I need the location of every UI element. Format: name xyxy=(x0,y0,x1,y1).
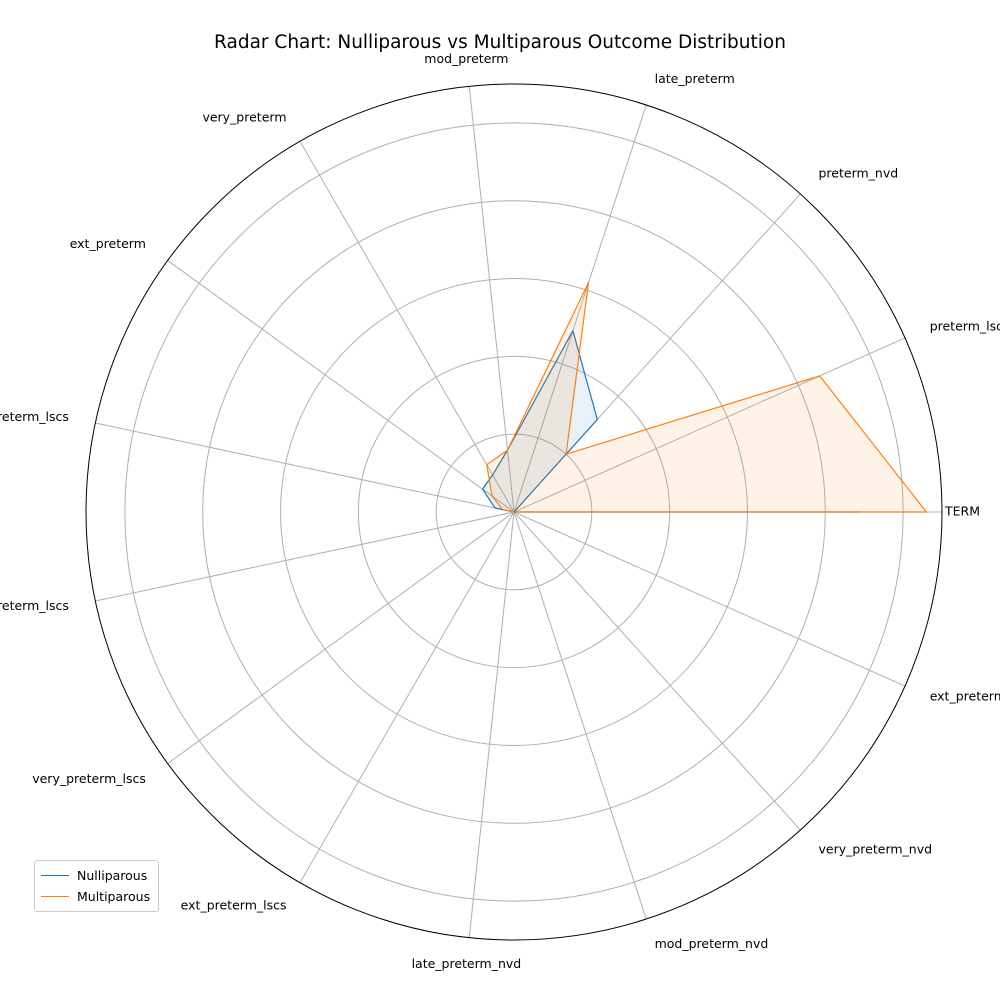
grid-layer xyxy=(85,83,943,941)
chart-title: Radar Chart: Nulliparous vs Multiparous … xyxy=(214,32,786,53)
legend-label-nulliparous: Nulliparous xyxy=(77,868,148,883)
spoke-ext_preterm_lscs xyxy=(299,511,515,883)
legend-swatch-nulliparous xyxy=(41,875,69,876)
legend: Nulliparous Multiparous xyxy=(34,860,160,912)
spoke-mod_preterm_nvd xyxy=(513,511,647,920)
legend-swatch-multiparous xyxy=(41,896,69,897)
legend-label-multiparous: Multiparous xyxy=(77,889,151,904)
spoke-very_preterm xyxy=(299,141,515,513)
legend-entry-nulliparous: Nulliparous xyxy=(41,865,150,886)
spoke-late_preterm_lscs xyxy=(95,422,515,513)
series-line-multiparous xyxy=(486,282,928,513)
spoke-mod_preterm_lscs xyxy=(95,511,515,602)
axis-label-mod_preterm_lscs: mod_preterm_lscs xyxy=(0,598,69,613)
spoke-ext_preterm xyxy=(167,260,515,513)
series-fill-nulliparous xyxy=(482,330,861,512)
axis-label-ext_preterm: ext_preterm xyxy=(70,236,146,251)
spoke-late_preterm_nvd xyxy=(468,511,515,938)
axis-label-mod_preterm: mod_preterm xyxy=(424,51,508,66)
axis-label-TERM: TERM xyxy=(944,504,980,519)
series-layer xyxy=(481,282,928,513)
axis-label-very_preterm_lscs: very_preterm_lscs xyxy=(32,771,146,786)
axis-label-preterm_nvd: preterm_nvd xyxy=(819,165,899,180)
axis-label-ext_preterm_lscs: ext_preterm_lscs xyxy=(181,898,287,913)
series-fill-multiparous xyxy=(486,282,927,512)
axis-label-late_preterm: late_preterm xyxy=(655,71,735,86)
axis-label-preterm_lscs: preterm_lscs xyxy=(930,318,1000,333)
axis-label-very_preterm: very_preterm xyxy=(202,110,286,125)
spoke-ext_preterm_nvd xyxy=(513,511,906,687)
label-layer: TERMpreterm_lscspreterm_nvdlate_pretermm… xyxy=(0,51,1000,971)
axis-label-ext_preterm_nvd: ext_preterm_nvd xyxy=(930,689,1000,704)
spoke-late_preterm xyxy=(513,104,647,513)
outer-frame xyxy=(85,83,943,941)
axis-label-late_preterm_lscs: late_preterm_lscs xyxy=(0,409,69,424)
spoke-preterm_lscs xyxy=(513,337,906,513)
axis-label-very_preterm_nvd: very_preterm_nvd xyxy=(819,842,933,857)
legend-entry-multiparous: Multiparous xyxy=(41,886,150,907)
axis-label-late_preterm_nvd: late_preterm_nvd xyxy=(412,956,522,971)
spoke-very_preterm_lscs xyxy=(167,511,515,764)
axis-label-mod_preterm_nvd: mod_preterm_nvd xyxy=(655,936,769,951)
spoke-very_preterm_nvd xyxy=(513,511,801,831)
spoke-mod_preterm xyxy=(468,86,515,513)
